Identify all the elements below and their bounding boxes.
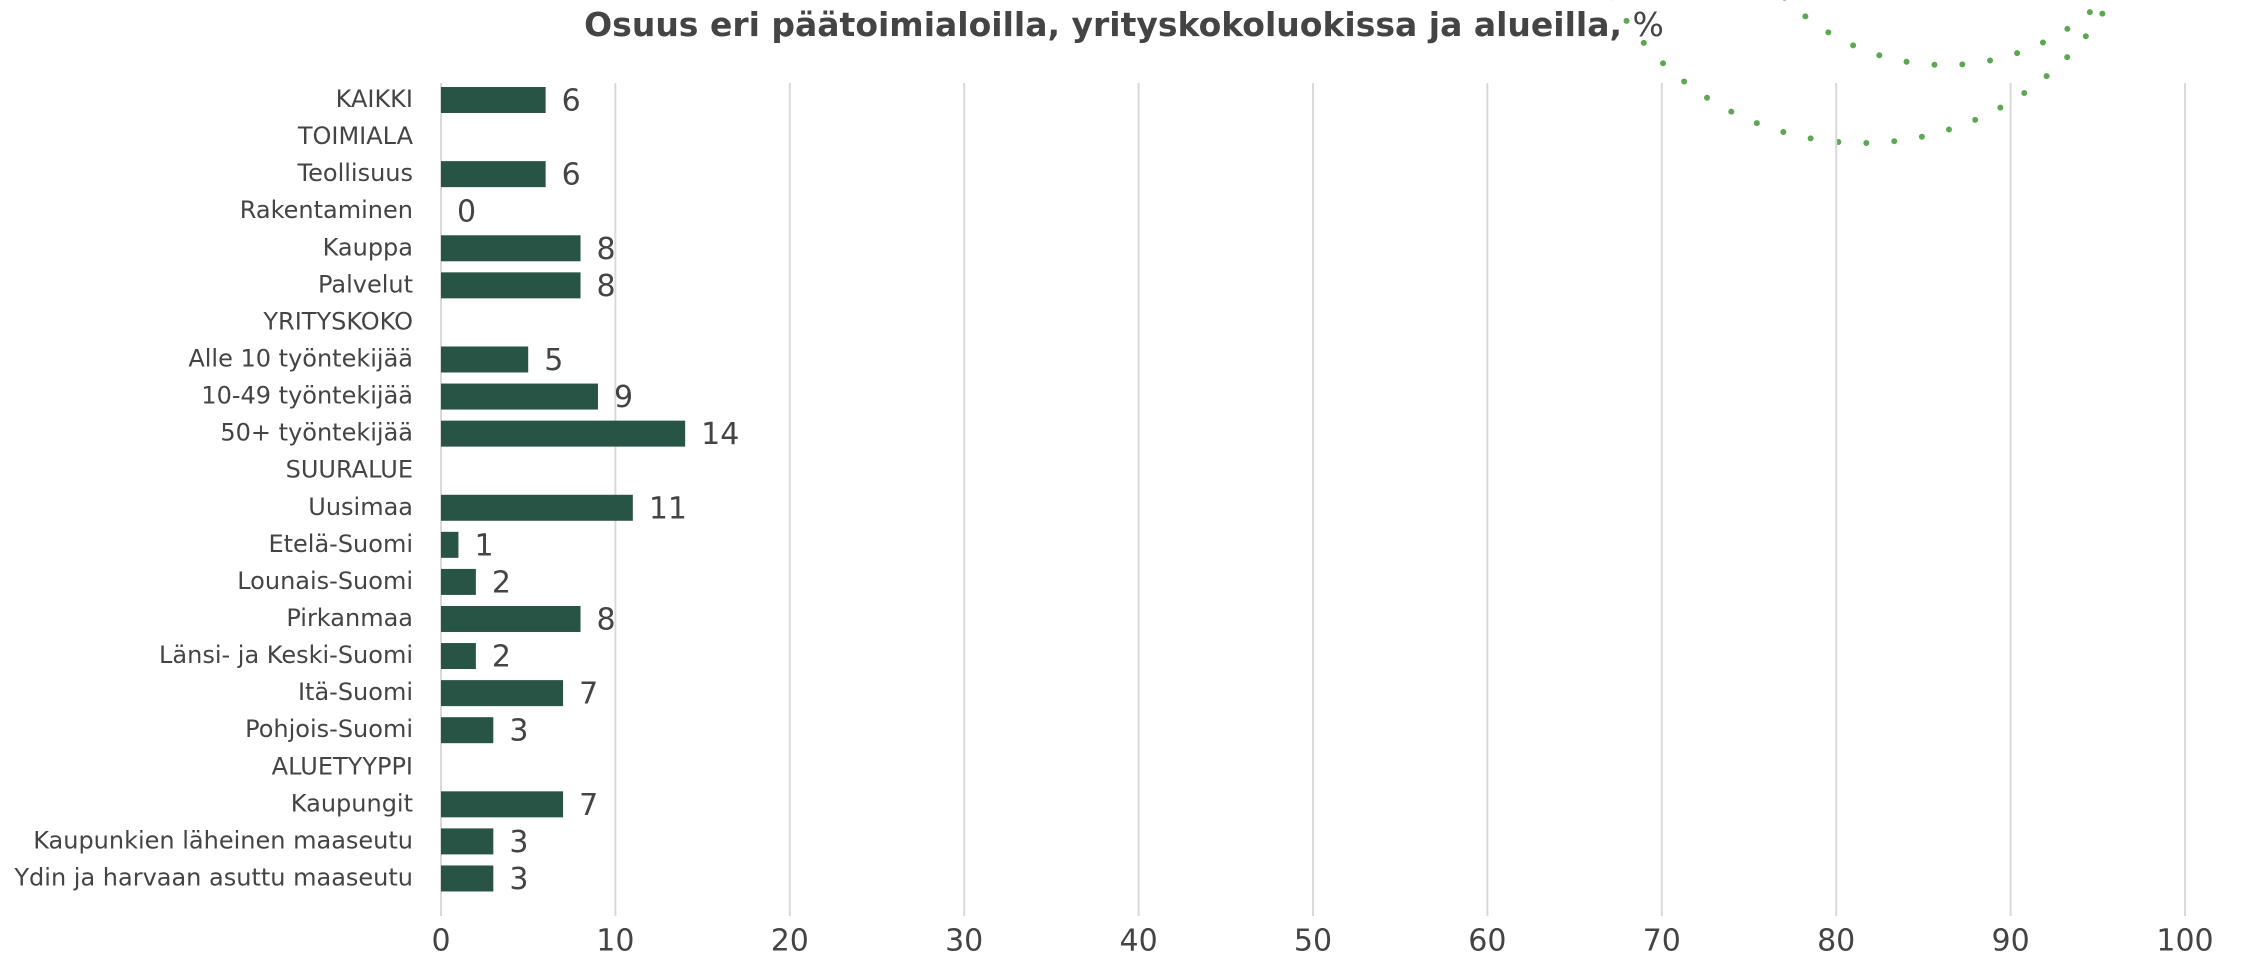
value-label: 6 — [562, 158, 581, 193]
title-text: Osuus eri päätoimialoilla, yrityskokoluo… — [584, 5, 1622, 44]
x-tick-label: 90 — [1992, 924, 2030, 958]
value-label: 14 — [701, 417, 739, 452]
value-label: 3 — [509, 862, 528, 897]
value-label: 8 — [597, 232, 616, 267]
value-label: 2 — [492, 640, 511, 675]
bar — [441, 643, 476, 670]
y-tick-label: Itä-Suomi — [298, 678, 413, 706]
bar — [441, 531, 459, 558]
value-label: 1 — [474, 528, 493, 563]
bar — [441, 865, 494, 892]
y-tick-label: Etelä-Suomi — [268, 530, 413, 558]
bar — [441, 420, 686, 447]
bar — [441, 605, 581, 632]
y-tick-label: KAIKKI — [336, 85, 413, 113]
bar — [441, 717, 494, 744]
x-tick-label: 100 — [2156, 924, 2213, 958]
dotted-arc — [1782, 0, 2108, 68]
bar — [441, 87, 546, 113]
y-tick-label: TOIMIALA — [297, 122, 414, 150]
y-tick-label: Länsi- ja Keski-Suomi — [159, 641, 413, 669]
y-tick-label: Palvelut — [318, 270, 413, 298]
y-tick-label: Rakentaminen — [240, 196, 413, 224]
y-tick-label: Kaupunkien läheinen maaseutu — [33, 826, 413, 854]
value-label: 6 — [562, 84, 581, 119]
bar — [441, 235, 581, 262]
value-label: 3 — [509, 714, 528, 749]
y-tick-label: Lounais-Suomi — [237, 567, 413, 595]
value-label: 0 — [457, 195, 476, 230]
value-label: 9 — [614, 380, 633, 415]
x-tick-label: 80 — [1817, 924, 1855, 958]
x-tick-label: 60 — [1468, 924, 1506, 958]
y-tick-label: SUURALUE — [286, 456, 413, 484]
y-tick-label: Ydin ja harvaan asuttu maaseutu — [13, 863, 413, 891]
y-tick-label: Kaupungit — [291, 789, 413, 817]
x-tick-label: 50 — [1294, 924, 1332, 958]
bar — [441, 828, 494, 855]
title-unit: % — [1633, 5, 1664, 44]
y-tick-label: ALUETYYPPI — [272, 752, 413, 780]
value-label: 7 — [579, 677, 598, 712]
bar — [441, 346, 529, 373]
value-label: 11 — [649, 491, 687, 526]
y-tick-label: 50+ työntekijää — [220, 419, 413, 447]
y-tick-label: Alle 10 työntekijää — [188, 344, 413, 372]
bar — [441, 791, 564, 818]
y-tick-label: 10-49 työntekijää — [201, 382, 413, 410]
value-label: 7 — [579, 788, 598, 823]
bar — [441, 680, 564, 707]
bar — [441, 383, 598, 410]
value-label: 8 — [597, 602, 616, 637]
value-label: 5 — [544, 343, 563, 378]
value-label: 2 — [492, 565, 511, 600]
x-tick-label: 10 — [596, 924, 634, 958]
bar — [441, 161, 546, 188]
x-tick-label: 30 — [945, 924, 983, 958]
chart-title: Osuus eri päätoimialoilla, yrityskokoluo… — [584, 5, 1664, 44]
x-tick-label: 40 — [1120, 924, 1158, 958]
y-tick-label: Teollisuus — [297, 159, 413, 187]
y-tick-label: Pirkanmaa — [286, 604, 413, 632]
x-tick-label: 20 — [771, 924, 809, 958]
value-label: 3 — [509, 825, 528, 860]
y-tick-label: Uusimaa — [308, 493, 413, 521]
bar — [441, 272, 581, 299]
bar — [441, 494, 633, 521]
value-label: 8 — [597, 269, 616, 304]
bar — [441, 568, 476, 595]
y-tick-label: YRITYSKOKO — [262, 307, 413, 335]
x-tick-label: 70 — [1643, 924, 1681, 958]
x-tick-label: 0 — [431, 924, 450, 958]
y-tick-label: Pohjois-Suomi — [245, 715, 413, 743]
y-tick-label: Kauppa — [323, 233, 413, 261]
